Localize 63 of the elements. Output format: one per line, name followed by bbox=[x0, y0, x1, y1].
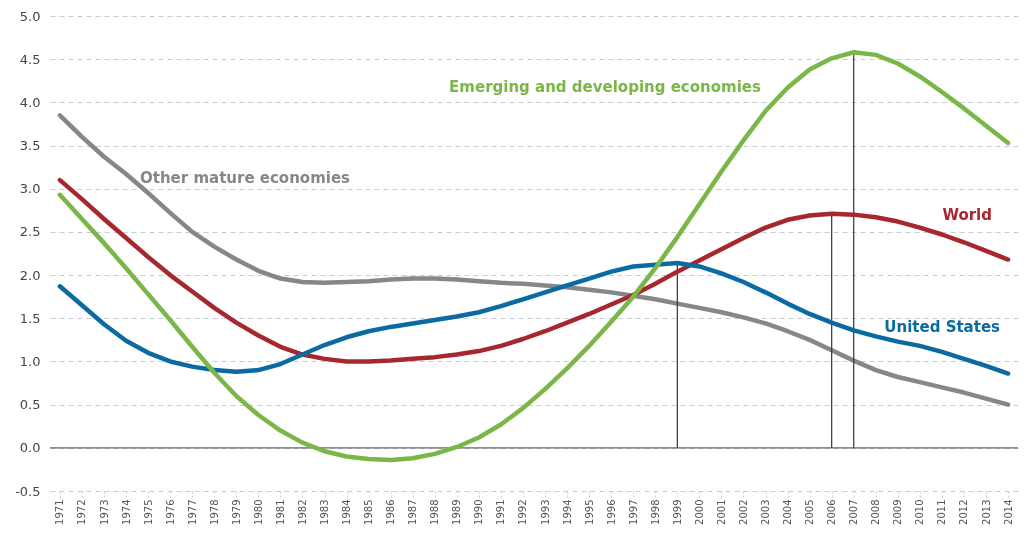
y-tick-label: 5.0 bbox=[19, 8, 41, 24]
x-tick-label: 1993 bbox=[539, 499, 551, 525]
y-tick-label: 3.0 bbox=[19, 181, 41, 197]
series-label: United States bbox=[884, 318, 1001, 336]
x-tick-label: 1996 bbox=[605, 499, 617, 525]
x-tick-label: 1987 bbox=[407, 499, 419, 525]
x-tick-label: 1998 bbox=[649, 499, 661, 525]
x-tick-label: 1986 bbox=[385, 499, 397, 525]
x-tick-label: 2008 bbox=[870, 499, 882, 525]
x-tick-label: 2012 bbox=[958, 499, 970, 525]
x-tick-label: 1989 bbox=[451, 499, 463, 525]
series-label: World bbox=[942, 206, 992, 224]
x-tick-label: 1980 bbox=[252, 499, 264, 525]
y-tick-label: 4.5 bbox=[19, 51, 41, 67]
series-label: Emerging and developing economies bbox=[449, 78, 761, 96]
line-series bbox=[57, 50, 1011, 463]
series-label: Other mature economies bbox=[140, 169, 351, 187]
y-tick-label: 2.5 bbox=[19, 224, 41, 240]
x-tick-label: 2006 bbox=[826, 499, 838, 525]
x-tick-label: 2013 bbox=[980, 499, 992, 525]
x-tick-label: 1983 bbox=[319, 499, 331, 525]
x-tick-label: 1977 bbox=[186, 499, 198, 525]
x-tick-label: 1995 bbox=[583, 499, 595, 525]
y-tick-label: 1.0 bbox=[19, 353, 41, 369]
x-tick-label: 1984 bbox=[341, 499, 353, 525]
x-tick-label: 1972 bbox=[76, 499, 88, 525]
x-tick-label: 2009 bbox=[892, 499, 904, 525]
x-tick-label: 1994 bbox=[561, 499, 573, 525]
y-tick-label: 0.0 bbox=[19, 440, 41, 456]
x-tick-label: 1982 bbox=[296, 499, 308, 525]
x-tick-label: 1981 bbox=[274, 499, 286, 525]
x-tick-label: 1978 bbox=[208, 499, 220, 525]
y-tick-label: 4.0 bbox=[19, 94, 41, 110]
x-tick-label: 1988 bbox=[429, 499, 441, 525]
x-tick-label: 1985 bbox=[363, 499, 375, 525]
x-tick-label: 1990 bbox=[473, 499, 485, 525]
line-series bbox=[57, 260, 1011, 376]
y-tick-label: 2.0 bbox=[19, 267, 41, 283]
x-tick-label: 2002 bbox=[737, 499, 749, 525]
x-tick-label: 1991 bbox=[495, 499, 507, 525]
x-tick-label: 1979 bbox=[230, 499, 242, 525]
x-tick-label: 1999 bbox=[671, 499, 683, 525]
x-tick-label: 2000 bbox=[693, 499, 705, 525]
y-tick-label: 0.5 bbox=[19, 397, 41, 413]
x-tick-label: 2003 bbox=[760, 499, 772, 525]
x-tick-label: 1974 bbox=[120, 499, 132, 525]
x-tick-label: 2014 bbox=[1002, 499, 1014, 525]
y-tick-label: -0.5 bbox=[15, 483, 41, 499]
x-tick-label: 1997 bbox=[627, 499, 639, 525]
x-tick-label: 1975 bbox=[142, 499, 154, 525]
x-tick-label: 2010 bbox=[914, 499, 926, 525]
x-tick-label: 2005 bbox=[804, 499, 816, 525]
x-tick-label: 1973 bbox=[98, 499, 110, 525]
x-tick-label: 2007 bbox=[848, 499, 860, 525]
x-tick-label: 2011 bbox=[936, 499, 948, 525]
y-tick-label: 3.5 bbox=[19, 138, 41, 154]
x-tick-label: 1971 bbox=[54, 499, 66, 525]
y-tick-label: 1.5 bbox=[19, 310, 41, 326]
x-tick-label: 1976 bbox=[164, 499, 176, 525]
line-series bbox=[57, 113, 1011, 407]
x-tick-label: 2001 bbox=[715, 499, 727, 525]
x-tick-label: 2004 bbox=[782, 499, 794, 525]
x-tick-label: 1992 bbox=[517, 499, 529, 525]
